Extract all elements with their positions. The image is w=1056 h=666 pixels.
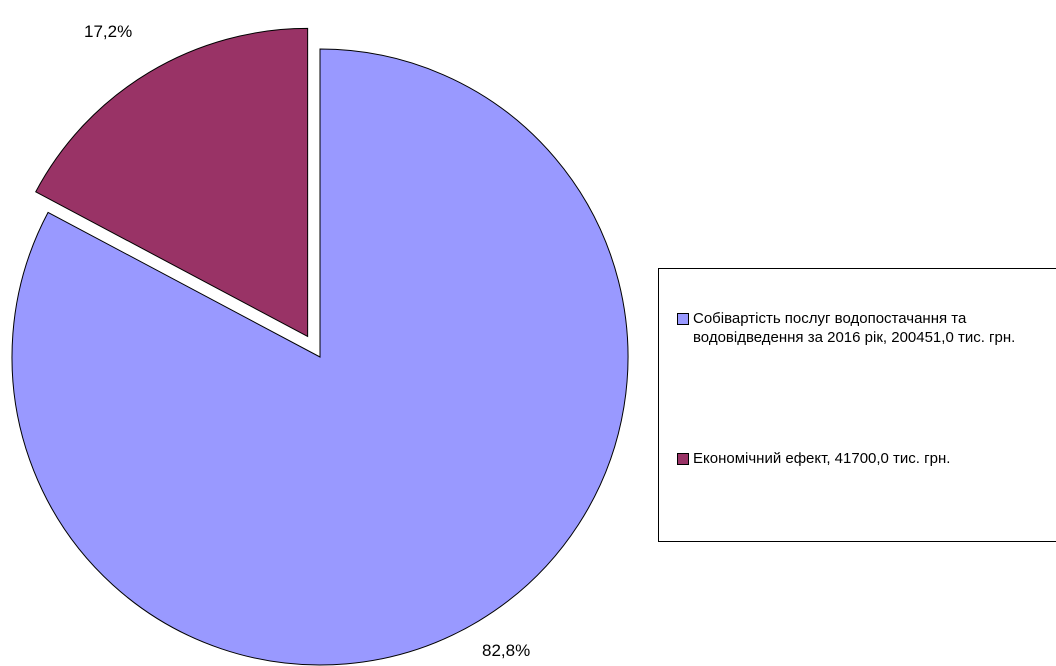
legend-item-economic-effect: Економічний ефект, 41700,0 тис. грн. <box>677 449 1053 468</box>
legend: Собівартість послуг водопостачання та во… <box>658 268 1056 542</box>
data-label-cost: 82,8% <box>482 641 531 660</box>
legend-swatch-economic-effect <box>677 453 689 465</box>
legend-label-economic-effect: Економічний ефект, 41700,0 тис. грн. <box>693 450 951 467</box>
legend-swatch-cost <box>677 313 689 325</box>
legend-label-cost: Собівартість послуг водопостачання та во… <box>693 310 1016 346</box>
pie-slice-cost <box>11 48 629 666</box>
data-label-economic-effect: 17,2% <box>84 22 133 41</box>
legend-item-cost: Собівартість послуг водопостачання та во… <box>677 309 1053 347</box>
pie-slice-economic-effect <box>35 27 309 338</box>
